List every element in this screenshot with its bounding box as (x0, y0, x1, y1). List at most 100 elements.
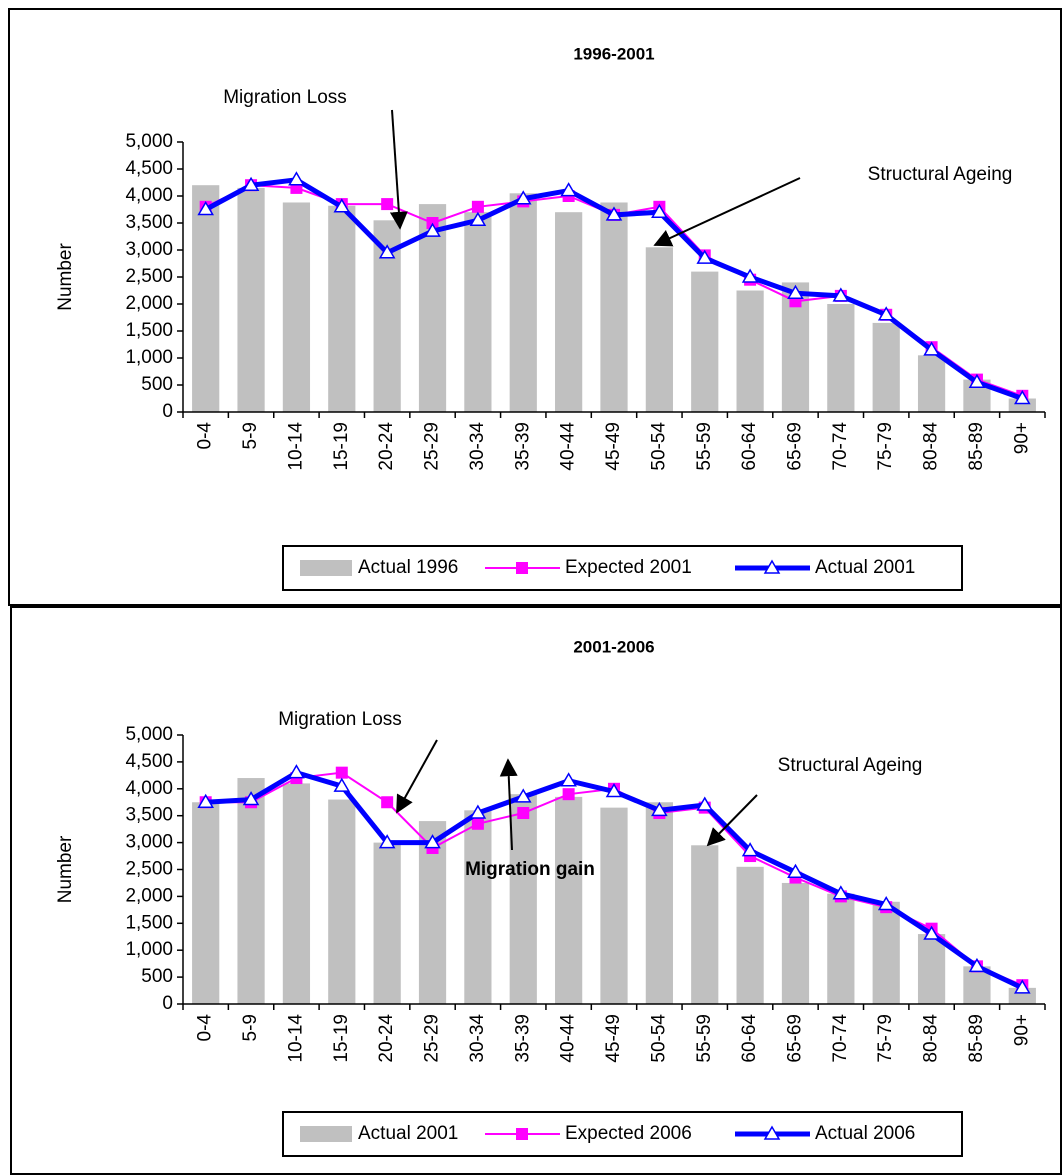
marker (333, 198, 351, 213)
x-tick-label: 60-64 (739, 422, 760, 471)
x-tick-label: 15-19 (331, 1014, 352, 1063)
marker (424, 222, 441, 237)
y-tick-label: 1,500 (125, 912, 173, 933)
legend-marker (516, 562, 528, 574)
panel-frame (8, 8, 1062, 606)
marker (787, 284, 804, 299)
y-tick-label: 500 (141, 374, 173, 395)
marker (469, 804, 487, 819)
marker (514, 190, 532, 205)
marker (1014, 390, 1031, 405)
y-tick-label: 4,000 (125, 185, 173, 206)
marker (288, 764, 305, 779)
legend-box (282, 545, 963, 591)
legend-marker (516, 1128, 528, 1140)
y-tick-label: 500 (141, 966, 173, 987)
bar (736, 290, 764, 412)
marker (381, 198, 394, 211)
marker (741, 268, 759, 283)
y-tick-label: 4,500 (125, 158, 173, 179)
bar (237, 778, 265, 1004)
legend-label: Actual 2001 (815, 557, 915, 578)
bar (328, 205, 356, 412)
x-tick-label: 10-14 (285, 1014, 306, 1063)
bar (781, 882, 810, 1004)
marker (562, 788, 575, 801)
marker (471, 817, 484, 830)
x-tick-label: 50-54 (648, 1014, 669, 1063)
marker (378, 244, 396, 259)
marker (741, 842, 759, 857)
x-tick-label: 40-44 (558, 1014, 579, 1063)
y-tick-label: 2,000 (125, 885, 173, 906)
marker (696, 249, 714, 264)
x-tick-label: 5-9 (240, 1014, 261, 1041)
bar (691, 271, 719, 412)
legend-label: Actual 1996 (358, 557, 458, 578)
marker (197, 793, 214, 808)
annotation: Migration gain (465, 859, 595, 880)
x-tick-label: 85-89 (966, 1014, 987, 1063)
x-tick-label: 45-49 (603, 422, 624, 471)
bar (237, 187, 265, 412)
marker (651, 203, 668, 218)
y-tick-label: 1,000 (125, 347, 173, 368)
x-tick-label: 55-59 (694, 422, 715, 471)
bar (827, 893, 855, 1004)
y-tick-label: 3,500 (125, 805, 173, 826)
x-tick-label: 25-29 (422, 1014, 443, 1063)
marker (787, 863, 804, 878)
legend-label: Actual 2001 (358, 1123, 458, 1144)
bar (645, 802, 673, 1004)
bar (555, 212, 583, 412)
y-tick-label: 3,000 (125, 832, 173, 853)
x-tick-label: 10-14 (285, 422, 306, 471)
x-tick-label: 35-39 (512, 422, 533, 471)
marker (517, 807, 530, 820)
y-tick-label: 1,500 (125, 320, 173, 341)
chart-title: 2001-2006 (573, 637, 654, 656)
panel-frame (10, 606, 1062, 1175)
marker (197, 201, 214, 216)
marker (514, 788, 532, 803)
marker (242, 791, 260, 806)
marker (378, 834, 396, 849)
x-tick-label: 70-74 (830, 422, 851, 471)
y-tick-label: 2,500 (125, 266, 173, 287)
annotation: Structural Ageing (778, 755, 923, 776)
marker (923, 925, 940, 940)
x-tick-label: 80-84 (921, 422, 942, 471)
bar (827, 304, 855, 412)
x-tick-label: 55-59 (694, 1014, 715, 1063)
bar (691, 845, 719, 1004)
marker (242, 176, 260, 191)
y-tick-label: 2,500 (125, 859, 173, 880)
x-tick-label: 30-34 (467, 422, 488, 471)
annotation: Structural Ageing (868, 164, 1013, 185)
x-tick-label: 20-24 (376, 1014, 397, 1063)
y-tick-label: 3,000 (125, 239, 173, 260)
y-tick-label: 0 (162, 401, 173, 422)
marker (605, 206, 623, 221)
marker (832, 287, 850, 302)
legend-swatch (300, 1126, 352, 1142)
marker (696, 796, 714, 811)
y-tick-label: 4,500 (125, 751, 173, 772)
marker (560, 182, 577, 197)
marker (381, 796, 394, 809)
annotation: Migration Loss (223, 87, 347, 108)
marker (471, 200, 484, 213)
x-tick-label: 20-24 (376, 422, 397, 471)
bar (282, 783, 311, 1004)
legend-label: Actual 2006 (815, 1123, 915, 1144)
bar (373, 842, 401, 1004)
marker (651, 801, 668, 817)
x-tick-label: 0-4 (195, 1014, 216, 1042)
x-tick-label: 50-54 (648, 422, 669, 471)
x-tick-label: 65-69 (784, 1014, 805, 1063)
annotation-arrow (396, 739, 438, 814)
bar (736, 866, 764, 1004)
y-tick-label: 4,000 (125, 778, 173, 799)
bar (600, 202, 628, 412)
